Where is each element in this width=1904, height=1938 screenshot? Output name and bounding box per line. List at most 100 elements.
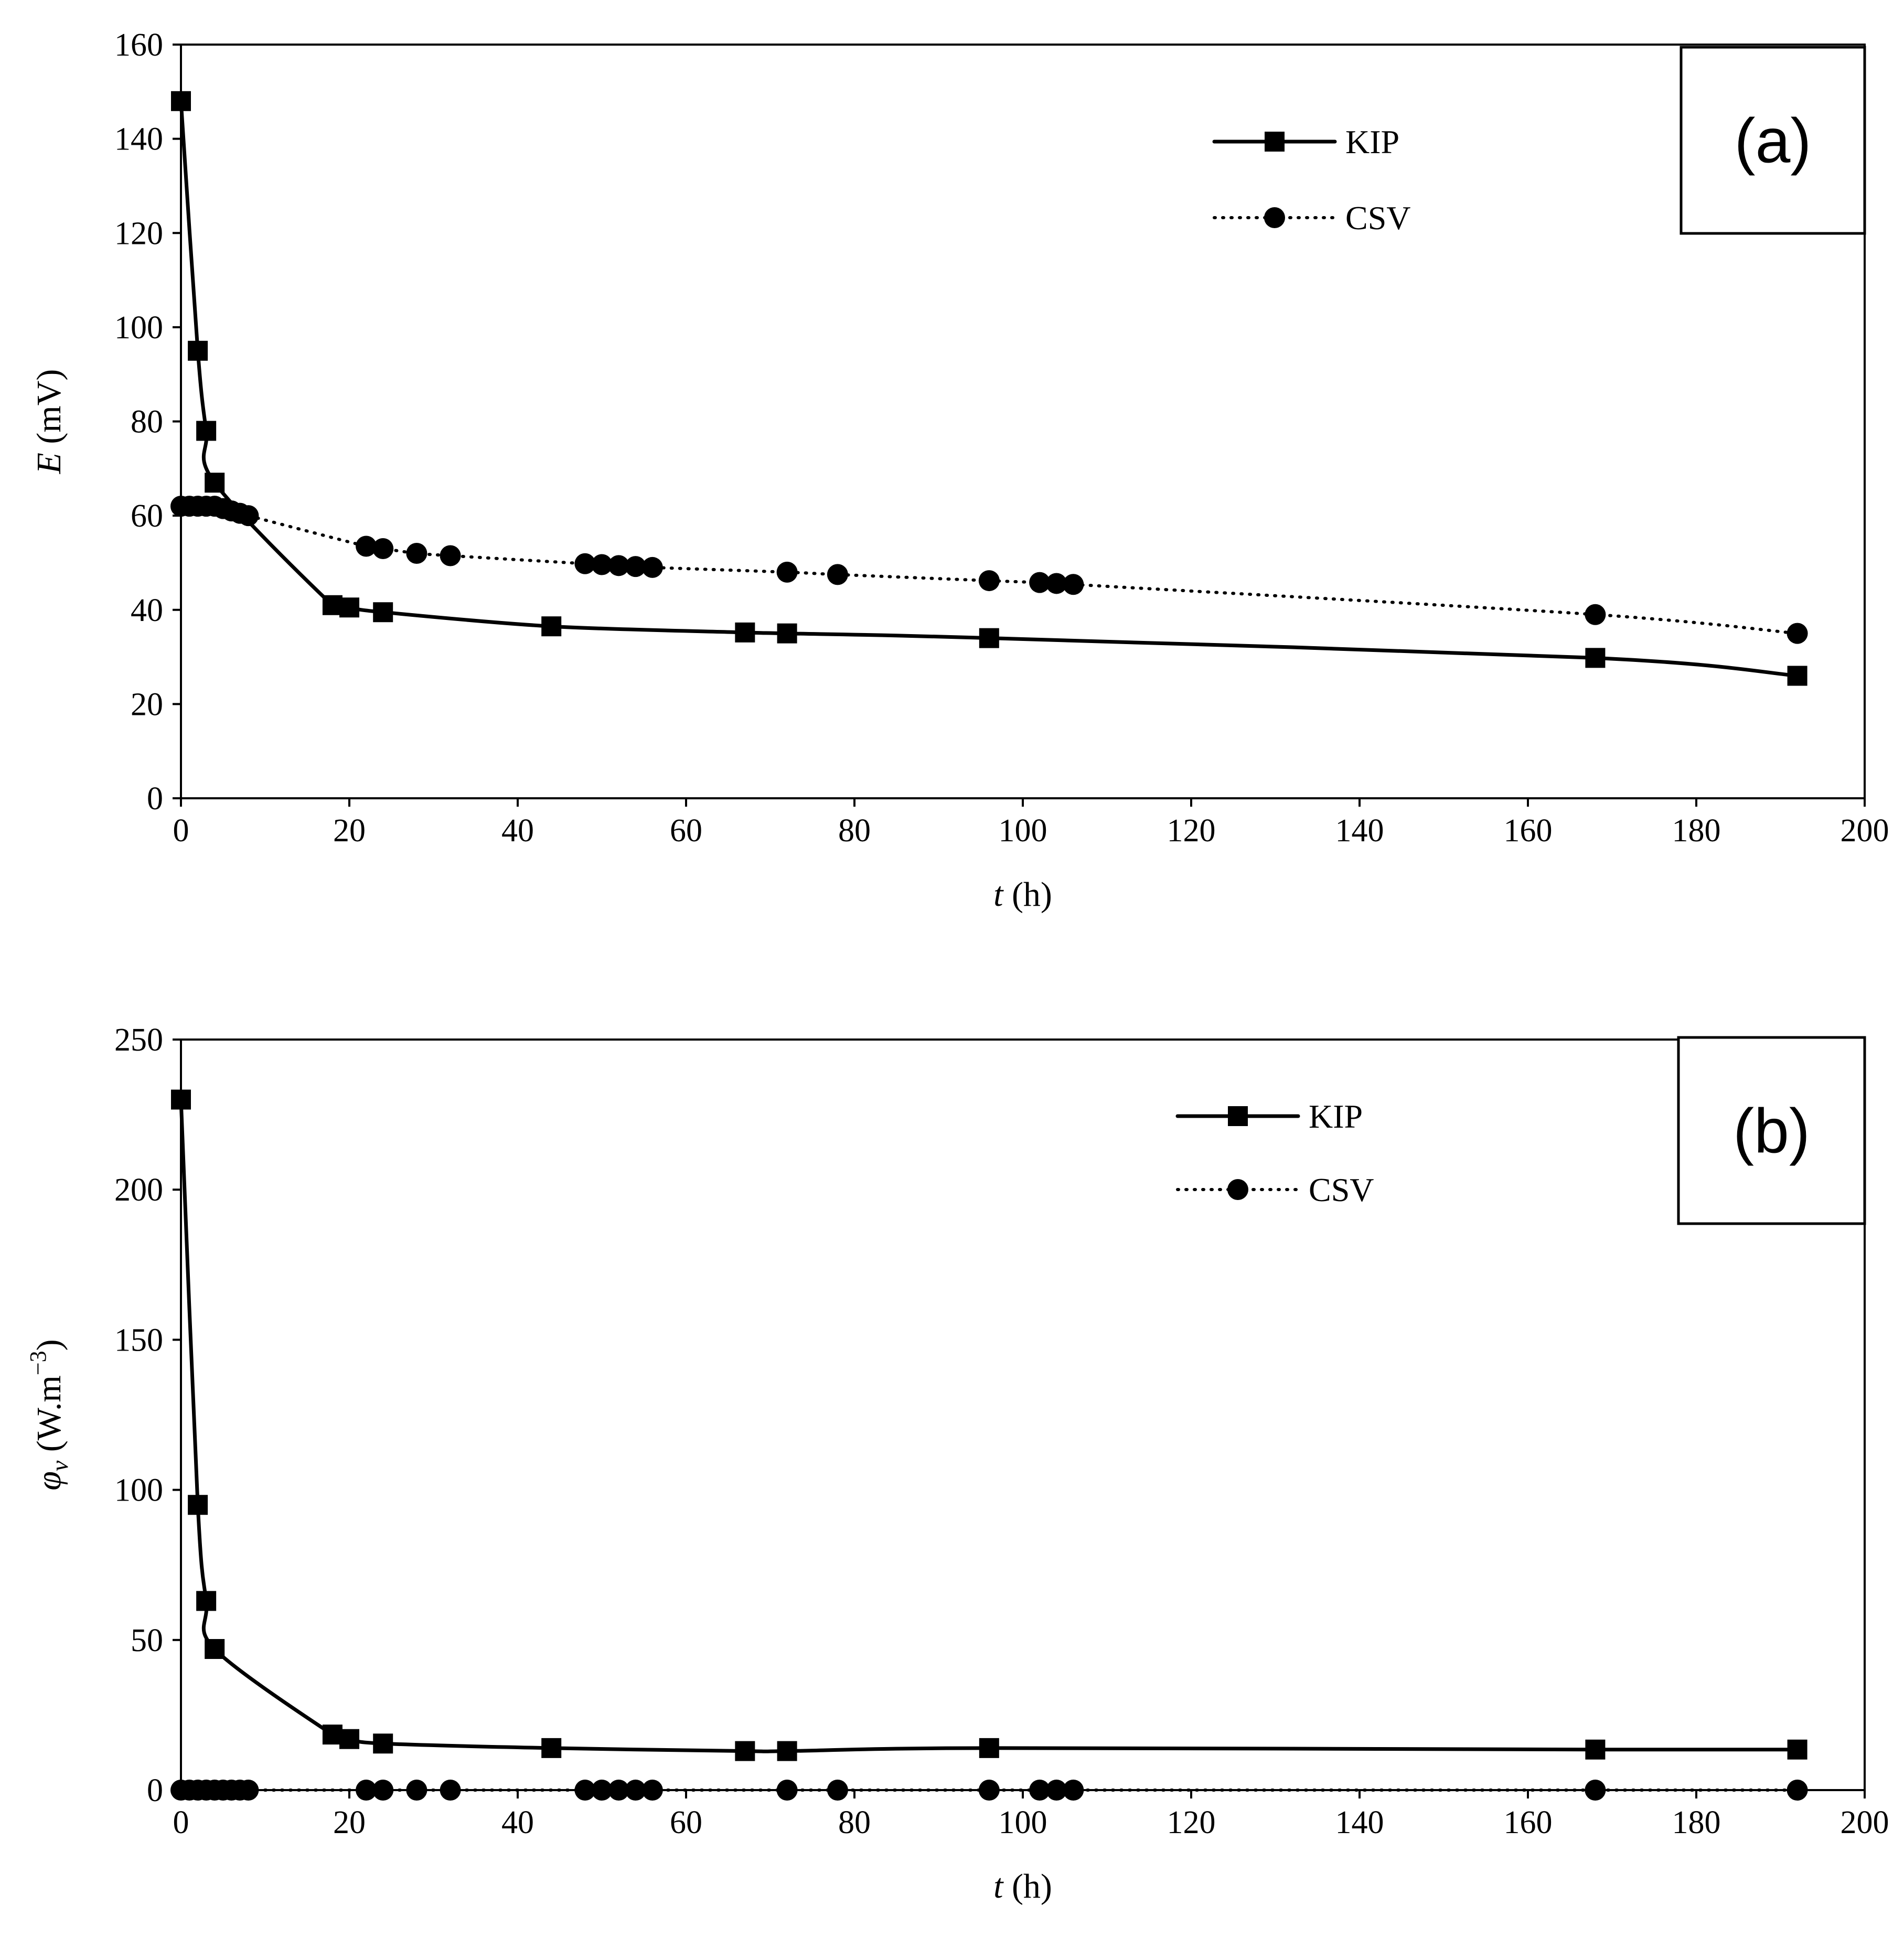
panel-label: (a) (1735, 106, 1812, 176)
y-axis-label: φv (W.m−3) (25, 1339, 73, 1490)
data-point-csv (978, 570, 1000, 592)
data-point-csv (440, 545, 461, 566)
series-csv (170, 496, 1808, 644)
y-tick-label: 50 (131, 1623, 163, 1658)
x-tick-label: 120 (1167, 1805, 1216, 1840)
y-axis-label-unit: (W.m (30, 1375, 68, 1461)
data-point-kip (171, 1089, 191, 1110)
x-tick-label: 60 (670, 1805, 702, 1840)
y-tick-label: 40 (131, 593, 163, 628)
data-point-kip (339, 597, 359, 618)
legend: KIP CSV (1175, 1098, 1374, 1208)
data-point-csv (827, 564, 848, 585)
data-point-kip (322, 1725, 343, 1745)
data-point-csv (356, 1780, 377, 1801)
legend-marker-csv (1264, 207, 1285, 228)
y-tick-label: 200 (114, 1172, 163, 1208)
data-point-csv (608, 1780, 629, 1801)
data-point-csv (574, 1780, 596, 1801)
panel-label: (b) (1733, 1096, 1810, 1166)
data-point-csv (574, 553, 596, 574)
data-point-csv (776, 561, 798, 583)
x-tick-label: 200 (1841, 813, 1889, 849)
data-point-csv (372, 1780, 394, 1801)
y-tick-label: 160 (114, 27, 163, 63)
data-point-csv (1029, 1780, 1051, 1801)
data-point-kip (735, 1741, 755, 1761)
plot-area-frame (180, 1038, 1866, 1791)
x-tick-label: 40 (501, 1805, 534, 1840)
series-kip (171, 1089, 1807, 1761)
x-tick-label: 80 (838, 1805, 871, 1840)
y-tick-label: 20 (131, 687, 163, 722)
x-tick-label: 20 (333, 1805, 366, 1840)
data-point-csv (591, 1780, 613, 1801)
data-point-csv (1585, 604, 1606, 625)
data-point-csv (1029, 572, 1051, 593)
y-axis-label-sub: v (46, 1460, 73, 1471)
series-line-kip (179, 1098, 1800, 1753)
x-tick-label: 100 (999, 813, 1047, 849)
x-tick-label: 200 (1841, 1805, 1889, 1840)
data-point-kip (777, 1741, 797, 1761)
data-point-csv (1046, 1780, 1067, 1801)
data-point-kip (1787, 1739, 1807, 1760)
data-point-csv (1585, 1780, 1606, 1801)
legend-label-kip: KIP (1345, 123, 1399, 160)
x-tick-label: 60 (670, 813, 702, 849)
data-point-csv (625, 1780, 646, 1801)
series-kip (171, 91, 1807, 686)
data-point-kip (1787, 666, 1807, 686)
x-tick-label: 40 (501, 813, 534, 849)
data-point-csv (440, 1780, 461, 1801)
data-point-csv (1046, 573, 1067, 594)
data-point-kip (205, 473, 225, 493)
data-point-kip (777, 623, 797, 644)
x-axis-label-var: t (993, 875, 1004, 914)
data-point-csv (1063, 1780, 1084, 1801)
panel-label-box (1677, 1036, 1866, 1225)
x-tick-label: 160 (1504, 813, 1553, 849)
x-tick-label: 180 (1672, 813, 1721, 849)
y-axis-label-var: φ (30, 1471, 68, 1491)
y-tick-label: 150 (114, 1322, 163, 1358)
data-point-csv (641, 556, 663, 578)
x-tick-label: 140 (1335, 1805, 1384, 1840)
legend-label-kip: KIP (1309, 1098, 1363, 1135)
legend: KIP CSV (1212, 123, 1411, 237)
series-csv (170, 1780, 1808, 1801)
data-point-csv (641, 1780, 663, 1801)
y-tick-label: 100 (114, 310, 163, 346)
data-point-kip (322, 595, 343, 615)
data-point-kip (373, 602, 393, 623)
x-tick-label: 140 (1335, 813, 1384, 849)
x-tick-label: 180 (1672, 1805, 1721, 1840)
data-point-kip (339, 1729, 359, 1749)
y-tick-label: 120 (114, 216, 163, 251)
data-point-csv (1787, 1780, 1808, 1801)
data-point-kip (541, 616, 562, 637)
x-tick-label: 80 (838, 813, 871, 849)
data-point-csv (1787, 623, 1808, 644)
data-point-kip (171, 91, 191, 111)
y-axis-label-close: ) (30, 1339, 68, 1351)
x-tick-label: 0 (173, 813, 189, 849)
data-point-kip (1585, 648, 1606, 668)
data-point-csv (238, 1780, 259, 1801)
data-point-kip (1585, 1739, 1606, 1760)
y-axis-label-sup: −3 (25, 1351, 51, 1375)
data-point-csv (827, 1780, 848, 1801)
data-point-csv (238, 505, 259, 527)
x-axis-label: t (h) (993, 875, 1052, 914)
x-axis-label-unit: (h) (1003, 875, 1052, 914)
y-tick-label: 100 (114, 1473, 163, 1508)
data-point-kip (196, 421, 217, 441)
panel-label-box (1680, 46, 1866, 235)
y-axis-label-var: E (30, 453, 68, 474)
legend-label-csv: CSV (1345, 199, 1411, 237)
data-point-kip (979, 628, 999, 648)
data-point-csv (608, 555, 629, 576)
legend-marker-kip (1265, 132, 1285, 152)
y-tick-label: 60 (131, 498, 163, 534)
